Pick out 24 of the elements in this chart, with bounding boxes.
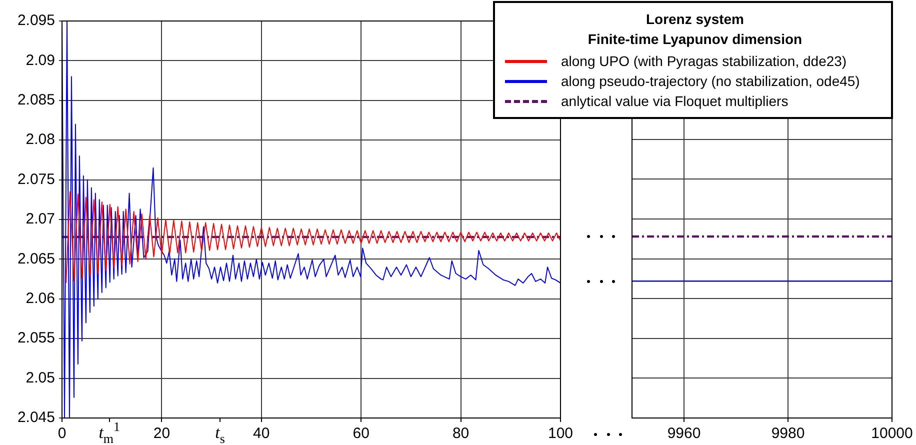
legend-label: along pseudo-trajectory (no stabilization, ode45) (561, 73, 860, 89)
x-tick-label: 60 (352, 425, 370, 442)
y-tick-label: 2.045 (17, 409, 55, 426)
y-tick-label: 2.05 (26, 369, 55, 386)
y-tick-label: 2.075 (17, 170, 55, 188)
y-tick-label: 2.08 (26, 131, 55, 148)
y-tick-label: 2.06 (26, 290, 55, 308)
x-tick-label: 40 (253, 425, 270, 442)
x-tick-label: 10000 (871, 425, 913, 442)
x-tick-label: 9980 (771, 425, 805, 442)
y-tick-label: 2.07 (26, 210, 55, 228)
y-tick-label: 2.085 (17, 92, 55, 109)
y-tick-label: 2.09 (26, 52, 55, 69)
y-tick-label: 2.065 (17, 250, 55, 268)
x-tick-label: 0 (58, 425, 66, 442)
x-tick-label: 9960 (667, 425, 701, 442)
x-tick-label: 20 (153, 425, 170, 442)
legend-label: along UPO (with Pyragas stabilization, dde23) (561, 53, 847, 69)
x-tick-label: 100 (548, 425, 573, 442)
y-tick-label: 2.055 (17, 330, 55, 347)
legend-title: Lorenz system Finite-time Lyapunov dimension (586, 10, 804, 49)
y-tick-label: 2.095 (17, 12, 55, 30)
legend-label: anlytical value via Floquet multipliers (561, 93, 788, 109)
x-tick-label: 80 (452, 425, 470, 442)
